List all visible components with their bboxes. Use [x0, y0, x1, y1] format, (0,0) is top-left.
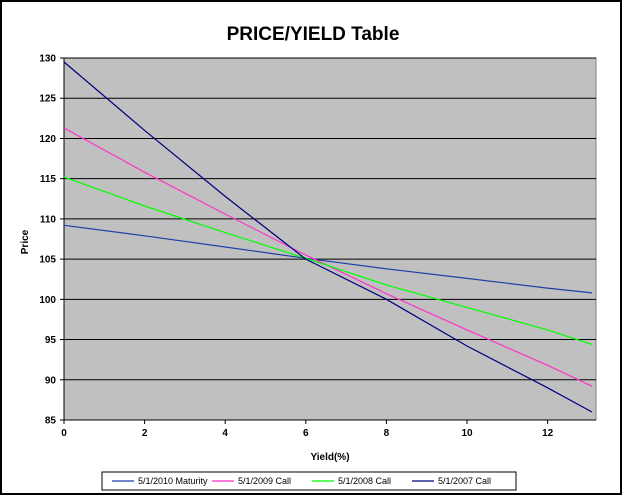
x-tick-label: 4 [222, 428, 228, 439]
legend-entry: 5/1/2010 Maturity [138, 476, 208, 486]
legend: 5/1/2010 Maturity 5/1/2009 Call 5/1/2008 C… [101, 471, 517, 491]
y-tick-label: 85 [45, 416, 57, 427]
y-tick-label: 125 [39, 94, 56, 105]
y-tick-label: 90 [45, 375, 57, 386]
plot-area: 85 90 95 100 105 110 115 120 125 130 0 2 4 6 8 10 12 [39, 54, 597, 439]
y-tick-label: 95 [45, 335, 57, 346]
legend-box [101, 471, 517, 491]
series-line-3 [63, 176, 593, 345]
legend-entry: 5/1/2009 Call [238, 476, 291, 486]
x-tick-label: 10 [461, 428, 473, 439]
y-axis-label: Price [20, 229, 31, 254]
y-tick-label: 110 [40, 214, 57, 225]
x-tick-label: 2 [142, 428, 148, 439]
legend-entry: 5/1/2007 Call [438, 476, 491, 486]
y-tick-label: 120 [39, 134, 56, 145]
series-line-2 [63, 127, 593, 387]
y-tick-label: 105 [39, 255, 56, 266]
y-tick-label: 115 [40, 174, 57, 185]
plot-background [63, 57, 597, 421]
x-tick-label: 6 [303, 428, 309, 439]
series-line-1 [63, 224, 593, 294]
x-axis-label: Yield(%) [310, 452, 349, 463]
series-line-4 [63, 61, 593, 413]
legend-entry: 5/1/2008 Call [338, 476, 391, 486]
chart-title: PRICE/YIELD Table [227, 24, 400, 45]
x-tick-label: 12 [542, 428, 554, 439]
y-tick-label: 100 [39, 295, 56, 306]
x-tick-label: 8 [384, 428, 390, 439]
y-tick-label: 130 [39, 54, 56, 65]
x-tick-label: 0 [61, 428, 67, 439]
